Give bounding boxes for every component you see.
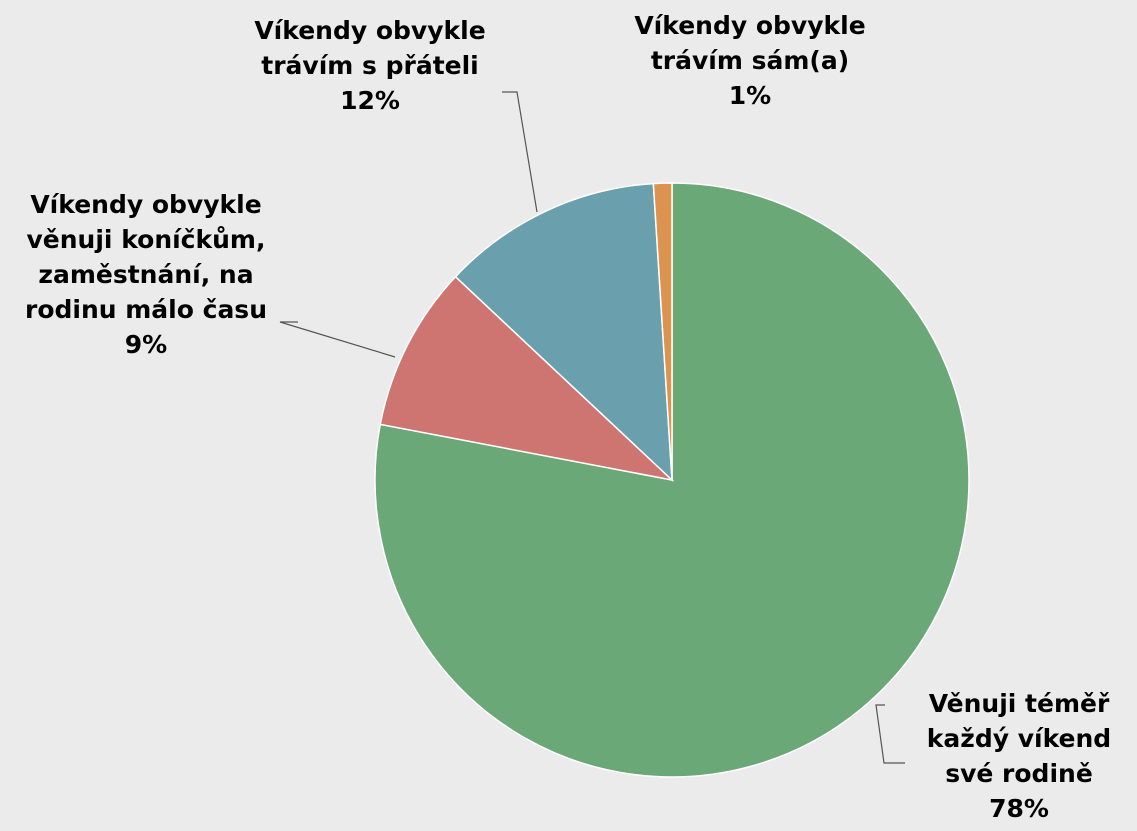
slice-label: Víkendy obvykle trávím sám(a) 1% xyxy=(620,8,880,113)
pie-slice xyxy=(454,182,673,482)
category-label: Víkendy obvykle trávím sám(a) xyxy=(634,11,866,75)
slices xyxy=(374,182,970,778)
category-label: Věnuji téměř každý víkend své rodině xyxy=(926,689,1112,788)
slice-label: Věnuji téměř každý víkend své rodině 78% xyxy=(903,686,1135,826)
percent-label: 1% xyxy=(728,81,772,110)
leader-line xyxy=(875,704,905,764)
pie-slice xyxy=(379,275,675,482)
category-label: Víkendy obvykle věnuji koníčkům, zaměstn… xyxy=(24,190,267,324)
percent-label: 78% xyxy=(989,794,1049,823)
leader-line xyxy=(279,321,396,358)
pie-slice xyxy=(374,182,970,778)
slice-label: Víkendy obvykle věnuji koníčkům, zaměstn… xyxy=(5,187,287,362)
percent-label: 9% xyxy=(124,330,168,359)
percent-label: 12% xyxy=(340,86,400,115)
slice-label: Víkendy obvykle trávím s přáteli 12% xyxy=(245,13,495,118)
leader-line xyxy=(502,91,538,213)
pie-slice xyxy=(652,182,673,481)
category-label: Víkendy obvykle trávím s přáteli xyxy=(254,16,486,80)
